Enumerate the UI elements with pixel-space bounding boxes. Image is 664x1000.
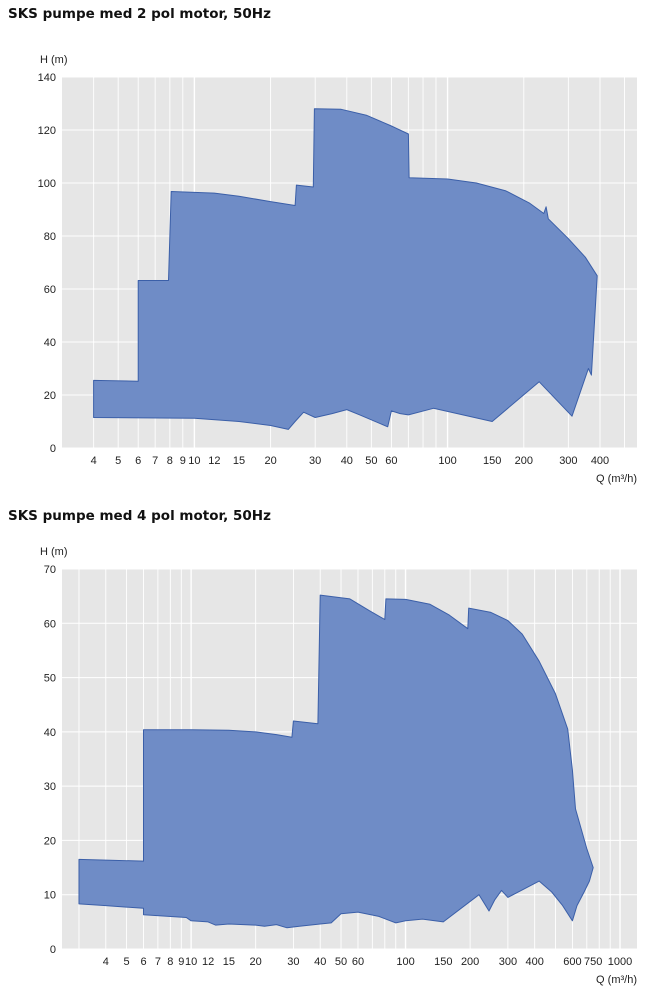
chart-title-2-pole: SKS pumpe med 2 pol motor, 50Hz bbox=[8, 6, 271, 22]
x-tick-label: 40 bbox=[314, 956, 326, 968]
x-tick-label: 50 bbox=[335, 956, 347, 968]
x-tick-label: 600 bbox=[563, 956, 581, 968]
y-tick-label: 140 bbox=[38, 72, 56, 84]
x-tick-label: 100 bbox=[396, 956, 414, 968]
y-tick-label: 10 bbox=[44, 890, 56, 902]
y-tick-label: 50 bbox=[44, 673, 56, 685]
operating-range-area bbox=[93, 108, 598, 430]
x-tick-label: 30 bbox=[309, 455, 321, 467]
x-tick-label: 50 bbox=[365, 455, 377, 467]
x-tick-label: 9 bbox=[180, 455, 186, 467]
x-tick-label: 15 bbox=[223, 956, 235, 968]
y-tick-label: 20 bbox=[44, 390, 56, 402]
x-tick-label: 1000 bbox=[608, 956, 632, 968]
x-tick-label: 8 bbox=[167, 455, 173, 467]
x-tick-label: 200 bbox=[461, 956, 479, 968]
x-tick-label: 150 bbox=[483, 455, 501, 467]
x-tick-label: 20 bbox=[264, 455, 276, 467]
x-tick-label: 4 bbox=[91, 455, 97, 467]
x-tick-label: 30 bbox=[287, 956, 299, 968]
x-tick-label: 150 bbox=[434, 956, 452, 968]
x-tick-label: 60 bbox=[385, 455, 397, 467]
y-axis-label: H (m) bbox=[40, 546, 68, 558]
x-tick-label: 6 bbox=[135, 455, 141, 467]
y-axis-label: H (m) bbox=[40, 54, 68, 66]
x-tick-label: 4 bbox=[103, 956, 109, 968]
y-tick-label: 30 bbox=[44, 781, 56, 793]
x-tick-label: 7 bbox=[155, 956, 161, 968]
x-tick-label: 200 bbox=[515, 455, 533, 467]
x-tick-label: 12 bbox=[202, 956, 214, 968]
y-tick-label: 100 bbox=[38, 178, 56, 190]
x-tick-label: 300 bbox=[499, 956, 517, 968]
chart-title-4-pole: SKS pumpe med 4 pol motor, 50Hz bbox=[8, 508, 271, 524]
x-tick-label: 8 bbox=[167, 956, 173, 968]
y-tick-label: 20 bbox=[44, 835, 56, 847]
y-tick-label: 0 bbox=[50, 944, 56, 956]
x-tick-label: 400 bbox=[591, 455, 609, 467]
y-tick-label: 70 bbox=[44, 564, 56, 576]
x-tick-label: 300 bbox=[559, 455, 577, 467]
x-tick-label: 7 bbox=[152, 455, 158, 467]
x-axis-label: Q (m³/h) bbox=[596, 473, 637, 485]
y-tick-label: 60 bbox=[44, 618, 56, 630]
x-tick-label: 15 bbox=[233, 455, 245, 467]
y-tick-label: 80 bbox=[44, 231, 56, 243]
y-tick-label: 0 bbox=[50, 443, 56, 455]
y-tick-label: 40 bbox=[44, 727, 56, 739]
x-tick-label: 9 bbox=[178, 956, 184, 968]
x-tick-label: 750 bbox=[584, 956, 602, 968]
chart-2-pole: 0 20 40 60 80 100 120 140 4 5 6 7 8 9 10 12 15 20 30 40 50 60… bbox=[38, 54, 637, 485]
x-tick-label: 10 bbox=[188, 455, 200, 467]
x-tick-label: 60 bbox=[352, 956, 364, 968]
x-tick-label: 5 bbox=[123, 956, 129, 968]
y-tick-label: 60 bbox=[44, 284, 56, 296]
x-tick-label: 40 bbox=[341, 455, 353, 467]
x-tick-label: 100 bbox=[438, 455, 456, 467]
y-tick-label: 40 bbox=[44, 337, 56, 349]
x-tick-label: 10 bbox=[185, 956, 197, 968]
x-tick-label: 5 bbox=[115, 455, 121, 467]
x-tick-label: 20 bbox=[250, 956, 262, 968]
operating-range-area bbox=[78, 594, 594, 929]
x-axis-label: Q (m³/h) bbox=[596, 974, 637, 986]
x-tick-label: 400 bbox=[526, 956, 544, 968]
x-tick-label: 12 bbox=[208, 455, 220, 467]
y-tick-label: 120 bbox=[38, 125, 56, 137]
x-tick-label: 6 bbox=[140, 956, 146, 968]
